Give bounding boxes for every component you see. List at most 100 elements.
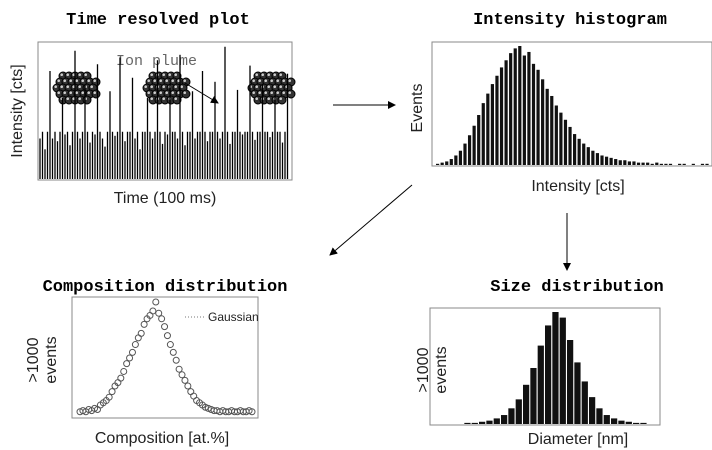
point: [178, 371, 186, 379]
point: [105, 393, 113, 401]
highlight: [279, 97, 283, 100]
point: [248, 408, 256, 416]
bar: [603, 415, 610, 424]
highlight: [147, 91, 150, 94]
bar: [574, 362, 581, 424]
bar: [563, 119, 568, 165]
bar: [700, 163, 705, 165]
highlight: [87, 91, 90, 94]
bar: [509, 53, 513, 165]
point: [117, 374, 125, 382]
bar: [530, 368, 537, 424]
bar: [445, 161, 449, 165]
bar: [527, 51, 531, 166]
point: [172, 356, 180, 364]
point: [137, 329, 145, 337]
highlight: [255, 85, 258, 88]
highlight: [60, 85, 63, 88]
bar: [582, 143, 586, 165]
bar: [463, 143, 467, 165]
highlight: [150, 85, 153, 88]
bar: [668, 163, 673, 165]
bar: [581, 381, 588, 424]
bar: [440, 162, 444, 165]
highlight: [57, 79, 60, 82]
highlight: [78, 97, 81, 100]
clusters: [52, 71, 296, 105]
bar: [436, 163, 440, 165]
bar: [493, 418, 500, 424]
panel-title: Composition distribution: [43, 278, 288, 297]
bar: [591, 150, 595, 165]
x-label: Time (100 ms): [114, 190, 217, 207]
bar: [664, 163, 668, 165]
bar: [655, 162, 659, 165]
bar: [464, 422, 471, 424]
highlight: [90, 85, 93, 88]
bar: [641, 162, 645, 165]
highlight: [93, 91, 96, 94]
highlight: [78, 73, 81, 76]
plot-frame: [71, 296, 259, 419]
bar: [467, 135, 472, 165]
bar: [691, 163, 695, 165]
highlight: [174, 97, 177, 100]
bar: [515, 399, 522, 424]
bar: [650, 163, 654, 165]
bar: [559, 112, 563, 165]
bar: [627, 161, 631, 165]
highlight: [72, 73, 75, 76]
highlight: [162, 97, 165, 100]
bar: [472, 125, 476, 165]
bar: [522, 55, 526, 165]
highlight: [165, 79, 168, 82]
annotation: Ion plume: [116, 53, 197, 70]
bar: [499, 67, 504, 165]
highlight: [87, 79, 90, 82]
bar: [659, 163, 663, 165]
bar: [559, 317, 566, 424]
highlight: [264, 91, 268, 94]
highlight: [162, 85, 165, 88]
x-label: Diameter [nm]: [528, 431, 628, 448]
bar: [682, 163, 686, 165]
bar: [490, 84, 494, 165]
highlight: [279, 73, 283, 76]
bar: [623, 160, 627, 165]
bar: [678, 163, 682, 165]
highlight: [78, 85, 81, 88]
panel-title: Time resolved plot: [66, 11, 250, 30]
point: [163, 332, 171, 340]
bar: [471, 422, 478, 424]
highlight: [69, 79, 72, 82]
highlight: [150, 97, 153, 100]
point: [181, 376, 189, 384]
highlight: [174, 73, 177, 76]
highlight: [282, 91, 286, 94]
highlight: [252, 91, 255, 94]
bar: [577, 138, 581, 165]
point: [131, 341, 139, 349]
bar: [618, 160, 622, 165]
highlight: [60, 73, 63, 76]
bar: [501, 415, 508, 424]
panel-title: Intensity histogram: [473, 11, 667, 30]
particle: [181, 89, 191, 99]
y-label: >1000: [415, 347, 432, 392]
highlight: [168, 73, 171, 76]
bar: [636, 162, 641, 165]
arrow: [184, 82, 219, 104]
bar: [609, 157, 613, 165]
bar: [567, 340, 574, 424]
y-label: >1000: [25, 337, 42, 382]
bar: [454, 155, 458, 165]
bar: [611, 418, 618, 424]
bar: [537, 345, 544, 424]
highlight: [69, 91, 72, 94]
bar: [523, 384, 530, 424]
highlight: [147, 79, 150, 82]
arrow: [329, 184, 413, 256]
bar: [545, 325, 552, 424]
highlight: [276, 79, 280, 82]
highlight: [261, 73, 265, 76]
